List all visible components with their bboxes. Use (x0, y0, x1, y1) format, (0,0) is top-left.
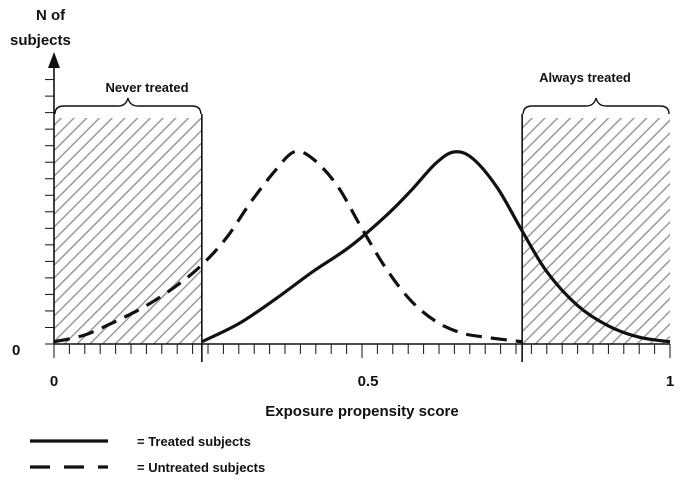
legend-lines (30, 439, 108, 469)
x-tick-label-0-5: 0.5 (358, 373, 379, 390)
region-label-always-treated: Always treated (539, 70, 631, 85)
region-label-never-treated: Never treated (105, 80, 188, 95)
y-tick-label-0: 0 (12, 342, 20, 359)
region-brace-never-treated (54, 97, 202, 115)
y-axis-label-line-2: subjects (10, 32, 71, 49)
region-layer (54, 97, 670, 362)
axis-layer (45, 52, 671, 358)
legend-label-treated: = Treated subjects (137, 434, 251, 449)
y-axis-arrow-icon (48, 52, 60, 68)
region-never-treated (54, 118, 202, 344)
y-axis-label-line-1: N of (36, 7, 66, 24)
x-axis-label: Exposure propensity score (265, 403, 458, 420)
x-tick-label-0: 0 (50, 373, 58, 390)
series-line-untreated-subjects (53, 149, 523, 344)
series-layer (53, 149, 671, 344)
region-always-treated (522, 118, 670, 344)
x-tick-label-1: 1 (666, 373, 674, 390)
region-brace-always-treated (522, 97, 670, 115)
series-line-treated-subjects (201, 150, 671, 344)
legend-label-untreated: = Untreated subjects (137, 460, 265, 475)
